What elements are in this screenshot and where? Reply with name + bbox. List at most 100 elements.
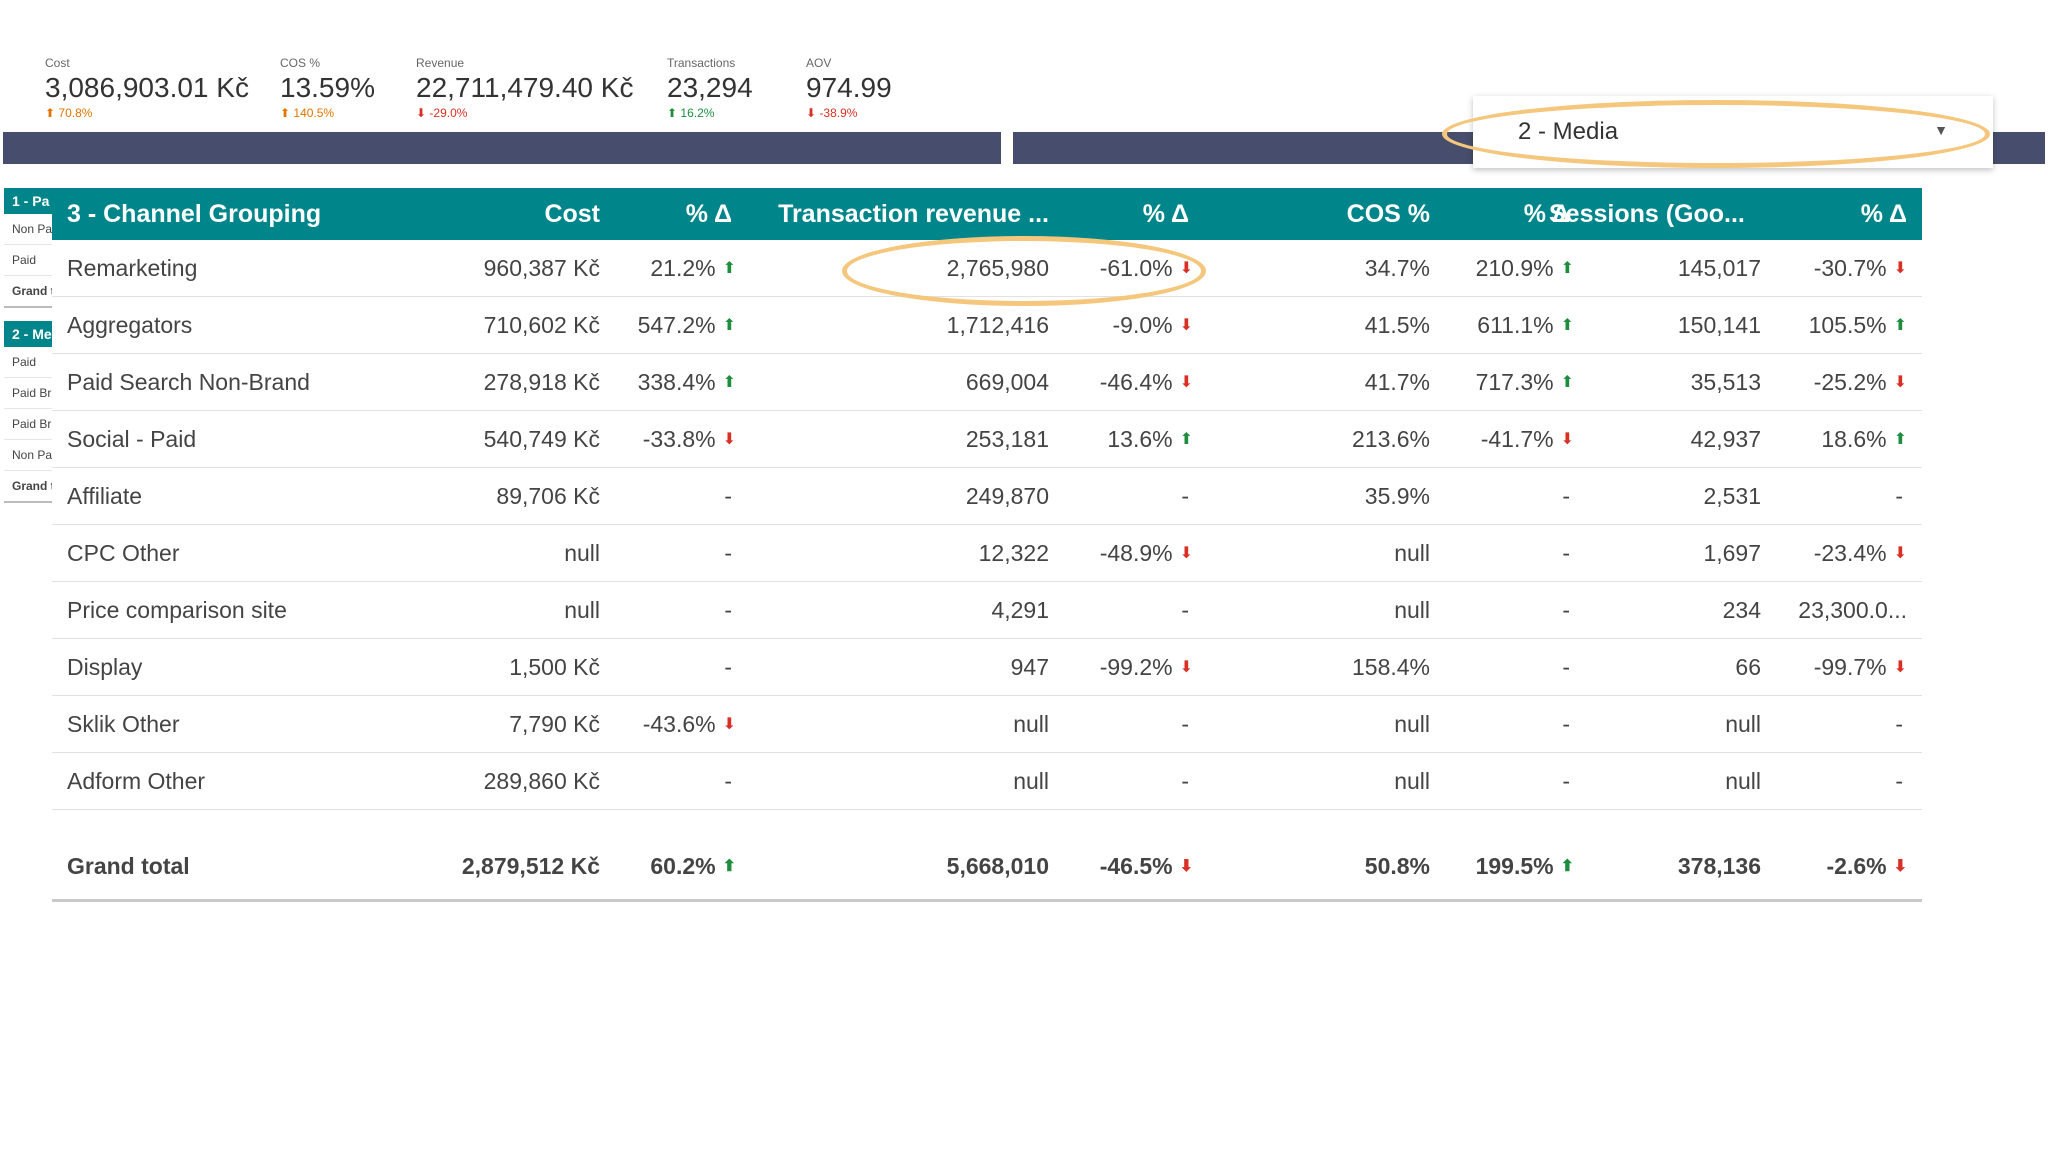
revenue-delta-cell: -99.2% ⬇: [1100, 639, 1193, 695]
sessions-delta-cell-text: 18.6%: [1821, 425, 1887, 452]
arrow-up-icon: ⬆: [1560, 858, 1574, 875]
revenue-cell: null: [1013, 753, 1049, 809]
kpi-change-value: -29.0%: [429, 106, 468, 120]
table-row[interactable]: Paid Search Non-Brand 278,918 Kč 338.4% ⬆ 66…: [52, 354, 1922, 411]
mini-table-row: Paid Br: [4, 409, 54, 440]
sessions-delta-cell: -23.4% ⬇: [1814, 525, 1907, 581]
cost-delta-cell: -: [724, 582, 732, 638]
kpi-change: ⬆ 70.8%: [45, 106, 249, 120]
mini-table-1: 1 - Pa Non Pa Paid Grand t: [4, 188, 54, 308]
arrow-up-icon: ⬆: [722, 317, 736, 334]
table-row[interactable]: Aggregators 710,602 Kč 547.2% ⬆ 1,712,416 -9.…: [52, 297, 1922, 354]
sessions-cell: 145,017: [1678, 240, 1761, 296]
mini-table-header: 2 - Me: [4, 321, 54, 347]
revenue-cell-text: 669,004: [965, 368, 1049, 395]
cos-cell: 41.7%: [1365, 354, 1430, 410]
cos-delta-cell: 611.1% ⬆: [1477, 297, 1574, 353]
revenue-delta-cell-text: -99.2%: [1099, 653, 1173, 680]
cos-cell: 35.9%: [1365, 468, 1430, 524]
kpi-value: 23,294: [667, 72, 753, 103]
arrow-up-icon: ⬆: [1560, 260, 1574, 277]
table-row[interactable]: Sklik Other 7,790 Kč -43.6% ⬇ null - null - null…: [52, 696, 1922, 753]
dropdown-selected-value: 2 - Media: [1518, 118, 1619, 145]
cost-cell-text: 7,790 Kč: [509, 710, 600, 737]
cos-delta-cell: -: [1562, 525, 1570, 581]
arrow-down-icon: ⬇: [1893, 260, 1907, 277]
sessions-cell-text: 150,141: [1677, 311, 1761, 338]
cos-cell-text: 158.4%: [1351, 653, 1430, 680]
cos-delta-cell-text: 199.5%: [1475, 852, 1554, 879]
column-header-cos-delta[interactable]: % Δ: [1523, 199, 1570, 228]
revenue-cell-text: null: [1013, 710, 1049, 737]
arrow-down-icon: ⬇: [416, 106, 427, 120]
cos-delta-cell: -: [1562, 639, 1570, 695]
kpi-change: ⬇ -38.9%: [806, 106, 892, 120]
cost-delta-cell-text: -: [724, 653, 732, 680]
column-header-cos[interactable]: COS %: [1346, 199, 1430, 228]
column-header-revenue[interactable]: Transaction revenue ...: [778, 199, 1049, 228]
cos-cell: 41.5%: [1365, 297, 1430, 353]
kpi-label: Cost: [45, 56, 70, 70]
cost-delta-cell: -: [724, 525, 732, 581]
cost-delta-cell: 547.2% ⬆: [638, 297, 736, 353]
table-row[interactable]: Display 1,500 Kč - 947 -99.2% ⬇ 158.4% - 66 -99.7…: [52, 639, 1922, 696]
revenue-delta-cell: -46.4% ⬇: [1100, 354, 1193, 410]
column-header-sessions-delta[interactable]: % Δ: [1860, 199, 1907, 228]
table-header: 3 - Channel Grouping Cost % Δ Transactio…: [52, 188, 1922, 240]
cost-cell-text: 540,749 Kč: [483, 425, 600, 452]
revenue-cell-text: 2,765,980: [946, 254, 1049, 281]
cos-cell: null: [1394, 525, 1430, 581]
kpi-change: ⬆ 140.5%: [280, 106, 375, 120]
column-header-cost[interactable]: Cost: [544, 199, 600, 228]
revenue-delta-cell-text: -: [1181, 596, 1189, 623]
sessions-delta-cell: -25.2% ⬇: [1814, 354, 1907, 410]
cos-cell-text: null: [1394, 710, 1430, 737]
sessions-delta-cell-text: -23.4%: [1813, 539, 1887, 566]
cost-cell-text: 960,387 Kč: [483, 254, 600, 281]
revenue-delta-cell-text: 13.6%: [1107, 425, 1173, 452]
channel-name-cell: Paid Search Non-Brand: [67, 354, 310, 410]
revenue-cell: 1,712,416: [947, 297, 1049, 353]
cost-cell: 2,879,512 Kč: [462, 833, 600, 899]
channel-name-cell: Social - Paid: [67, 411, 196, 467]
cos-delta-cell: -: [1562, 582, 1570, 638]
table-row[interactable]: Social - Paid 540,749 Kč -33.8% ⬇ 253,181 13.…: [52, 411, 1922, 468]
cost-delta-cell-text: -: [724, 767, 732, 794]
media-filter-dropdown[interactable]: 2 - Media ▼: [1473, 96, 1993, 168]
cost-cell-text: 289,860 Kč: [483, 767, 600, 794]
table-row[interactable]: Price comparison site null - 4,291 - null - 234…: [52, 582, 1922, 639]
revenue-delta-cell: -: [1181, 468, 1189, 524]
table-row[interactable]: CPC Other null - 12,322 -48.9% ⬇ null - 1,697 -23…: [52, 525, 1922, 582]
cos-delta-cell-text: -: [1562, 539, 1570, 566]
sessions-cell: null: [1725, 696, 1761, 752]
cos-cell-text: null: [1394, 596, 1430, 623]
arrow-down-icon: ⬇: [722, 431, 736, 448]
cos-delta-cell-text: -41.7%: [1480, 425, 1554, 452]
cost-delta-cell: 60.2% ⬆: [650, 833, 736, 899]
cos-delta-cell-text: -: [1562, 767, 1570, 794]
sessions-delta-cell-text: 23,300.0...: [1798, 596, 1907, 623]
revenue-delta-cell-text: -46.4%: [1099, 368, 1173, 395]
arrow-up-icon: ⬆: [1560, 374, 1574, 391]
cost-delta-cell-text: 338.4%: [637, 368, 716, 395]
channel-name-cell: Adform Other: [67, 753, 205, 809]
revenue-cell: 12,322: [979, 525, 1049, 581]
cos-cell: null: [1394, 696, 1430, 752]
kpi-value: 22,711,479.40 Kč: [416, 72, 634, 103]
table-row[interactable]: Affiliate 89,706 Kč - 249,870 - 35.9% - 2,531 -: [52, 468, 1922, 525]
channel-name-cell: Display: [67, 639, 142, 695]
sessions-delta-cell: -: [1895, 696, 1903, 752]
chevron-down-icon[interactable]: ▼: [1934, 122, 1948, 138]
table-row[interactable]: Remarketing 960,387 Kč 21.2% ⬆ 2,765,980 -61.…: [52, 240, 1922, 297]
cos-delta-cell: 199.5% ⬆: [1476, 833, 1574, 899]
grand-total-row[interactable]: Grand total 2,879,512 Kč 60.2% ⬆ 5,668,010 -4…: [52, 833, 1922, 902]
sessions-delta-cell-text: -30.7%: [1813, 254, 1887, 281]
cost-cell: null: [564, 525, 600, 581]
kpi-value: 13.59%: [280, 72, 375, 103]
column-header-cost-delta[interactable]: % Δ: [685, 199, 732, 228]
column-header-channel[interactable]: 3 - Channel Grouping: [67, 199, 322, 228]
column-header-sessions[interactable]: Sessions (Goo...: [1549, 199, 1745, 228]
table-row[interactable]: Adform Other 289,860 Kč - null - null - null -: [52, 753, 1922, 810]
column-header-revenue-delta[interactable]: % Δ: [1142, 199, 1189, 228]
cos-cell-text: null: [1394, 539, 1430, 566]
